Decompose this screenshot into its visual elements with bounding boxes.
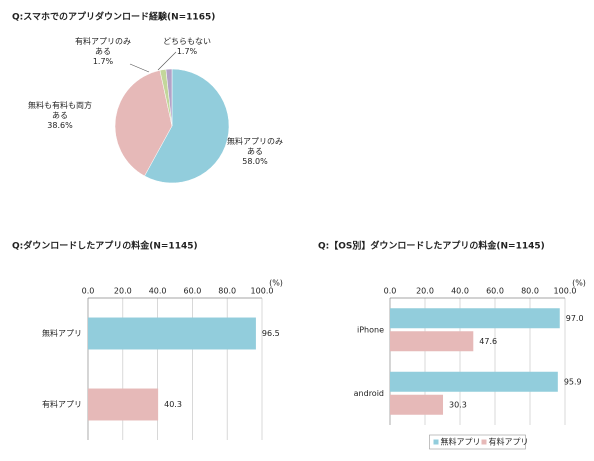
x-tick-label: 80.0: [218, 287, 236, 296]
x-tick-label: 20.0: [114, 287, 132, 296]
pie-label: どちらもない 1.7%: [147, 37, 227, 57]
pie-category: 無料も有料も両方ある: [28, 101, 92, 120]
data-label: 95.9: [564, 377, 582, 386]
pie-label: 無料アプリのみある 58.0%: [225, 137, 285, 167]
pie-value: 1.7%: [176, 47, 198, 56]
unit-label: (%): [269, 279, 283, 288]
x-tick-label: 80.0: [521, 287, 539, 296]
legend-swatch: [481, 439, 487, 445]
pie-slice: [144, 68, 230, 184]
data-label: 40.3: [164, 400, 182, 409]
x-tick-label: 0.0: [82, 287, 95, 296]
legend-label: 有料アプリ: [489, 437, 529, 447]
pie-category: どちらもない: [163, 37, 211, 46]
chart-title: Q:【OS別】ダウンロードしたアプリの料金(N=1145): [318, 240, 545, 252]
bar: [390, 308, 560, 329]
bar: [390, 331, 474, 352]
unit-label: (%): [572, 279, 586, 288]
x-tick-label: 0.0: [384, 287, 397, 296]
pie-value: 38.6%: [47, 121, 73, 130]
x-tick-label: 20.0: [416, 287, 434, 296]
y-tick-label: 無料アプリ: [42, 328, 82, 338]
bar: [88, 317, 256, 350]
bar: [390, 371, 558, 392]
y-tick-label: iPhone: [357, 325, 384, 334]
chart-title: Q:ダウンロードしたアプリの料金(N=1145): [12, 240, 198, 252]
pie-value: 58.0%: [242, 157, 268, 166]
x-tick-label: 60.0: [486, 287, 504, 296]
data-label: 30.3: [449, 400, 467, 409]
y-tick-label: android: [354, 389, 384, 398]
data-label: 47.6: [479, 337, 497, 346]
pie-slice: [114, 69, 173, 177]
chart-title: Q:スマホでのアプリダウンロード経験(N=1165): [12, 11, 215, 23]
x-tick-label: 100.0: [251, 287, 274, 296]
pie-value: 1.7%: [92, 57, 114, 66]
x-tick-label: 100.0: [554, 287, 577, 296]
pie-slice: [165, 68, 173, 127]
leader-line: [157, 51, 177, 71]
leader-line: [129, 63, 150, 73]
legend-swatch: [433, 439, 439, 445]
y-tick-label: 有料アプリ: [42, 399, 82, 409]
x-tick-label: 40.0: [451, 287, 469, 296]
pie-label: 無料も有料も両方ある 38.6%: [25, 101, 95, 131]
data-label: 96.5: [262, 329, 280, 338]
legend-box: [429, 434, 526, 450]
pie-category: 無料アプリのみある: [227, 137, 283, 156]
bar: [88, 388, 159, 421]
legend-label: 無料アプリ: [441, 437, 481, 447]
x-tick-label: 40.0: [149, 287, 167, 296]
bar: [390, 394, 444, 415]
data-label: 97.0: [566, 314, 584, 323]
x-tick-label: 60.0: [183, 287, 201, 296]
pie-label: 有料アプリのみある 1.7%: [73, 37, 133, 67]
pie-category: 有料アプリのみある: [75, 37, 131, 56]
